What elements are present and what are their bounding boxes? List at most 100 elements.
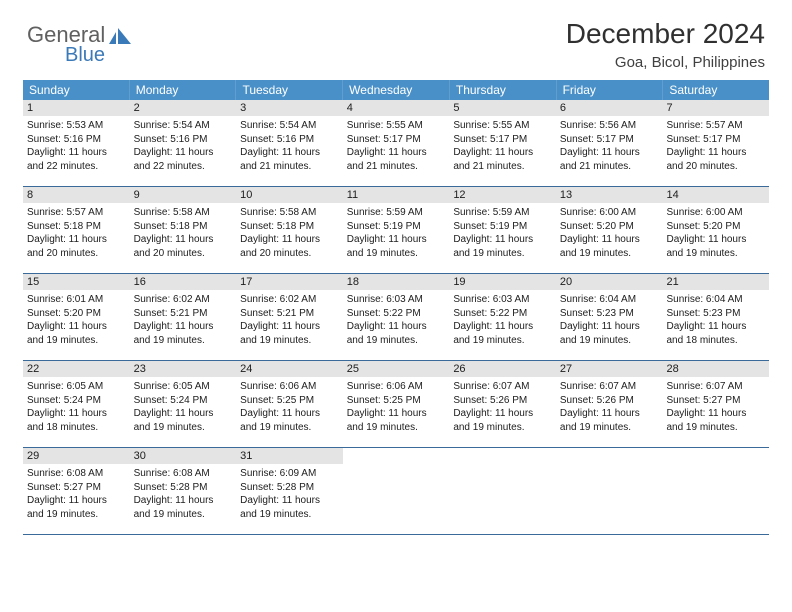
sunrise-line: Sunrise: 6:04 AM: [560, 293, 659, 307]
day-cell: 17Sunrise: 6:02 AMSunset: 5:21 PMDayligh…: [236, 274, 343, 360]
daylight-line: Daylight: 11 hours and 22 minutes.: [27, 146, 126, 173]
daylight-line: Daylight: 11 hours and 21 minutes.: [560, 146, 659, 173]
week-row: 29Sunrise: 6:08 AMSunset: 5:27 PMDayligh…: [23, 448, 769, 535]
sunset-line: Sunset: 5:26 PM: [560, 394, 659, 408]
day-number: 6: [556, 100, 663, 116]
daylight-line: Daylight: 11 hours and 19 minutes.: [240, 494, 339, 521]
logo-word2: Blue: [65, 44, 105, 66]
daylight-line: Daylight: 11 hours and 19 minutes.: [347, 320, 446, 347]
day-number: 25: [343, 361, 450, 377]
sunrise-line: Sunrise: 6:01 AM: [27, 293, 126, 307]
day-number: 11: [343, 187, 450, 203]
sunset-line: Sunset: 5:18 PM: [27, 220, 126, 234]
sunrise-line: Sunrise: 6:08 AM: [27, 467, 126, 481]
daylight-line: Daylight: 11 hours and 19 minutes.: [560, 407, 659, 434]
sunset-line: Sunset: 5:22 PM: [453, 307, 552, 321]
day-cell: [662, 448, 769, 534]
daylight-line: Daylight: 11 hours and 18 minutes.: [27, 407, 126, 434]
day-cell: 6Sunrise: 5:56 AMSunset: 5:17 PMDaylight…: [556, 100, 663, 186]
daylight-line: Daylight: 11 hours and 19 minutes.: [347, 233, 446, 260]
sunrise-line: Sunrise: 5:54 AM: [134, 119, 233, 133]
day-number: 8: [23, 187, 130, 203]
daylight-line: Daylight: 11 hours and 19 minutes.: [453, 320, 552, 347]
day-cell: 26Sunrise: 6:07 AMSunset: 5:26 PMDayligh…: [449, 361, 556, 447]
sunset-line: Sunset: 5:20 PM: [560, 220, 659, 234]
day-number: 23: [130, 361, 237, 377]
sunrise-line: Sunrise: 5:57 AM: [666, 119, 765, 133]
day-number: 5: [449, 100, 556, 116]
sunset-line: Sunset: 5:17 PM: [666, 133, 765, 147]
weekday-header: Monday: [130, 80, 237, 100]
day-number: 24: [236, 361, 343, 377]
logo: General Blue: [27, 22, 131, 48]
day-cell: 22Sunrise: 6:05 AMSunset: 5:24 PMDayligh…: [23, 361, 130, 447]
sunrise-line: Sunrise: 6:09 AM: [240, 467, 339, 481]
sunset-line: Sunset: 5:19 PM: [347, 220, 446, 234]
sunset-line: Sunset: 5:16 PM: [27, 133, 126, 147]
day-cell: 29Sunrise: 6:08 AMSunset: 5:27 PMDayligh…: [23, 448, 130, 534]
sunrise-line: Sunrise: 5:55 AM: [347, 119, 446, 133]
sunset-line: Sunset: 5:26 PM: [453, 394, 552, 408]
day-number: 18: [343, 274, 450, 290]
sunset-line: Sunset: 5:17 PM: [347, 133, 446, 147]
sunrise-line: Sunrise: 6:02 AM: [240, 293, 339, 307]
daylight-line: Daylight: 11 hours and 20 minutes.: [27, 233, 126, 260]
day-number: 13: [556, 187, 663, 203]
daylight-line: Daylight: 11 hours and 19 minutes.: [27, 320, 126, 347]
week-row: 8Sunrise: 5:57 AMSunset: 5:18 PMDaylight…: [23, 187, 769, 274]
sunrise-line: Sunrise: 6:06 AM: [347, 380, 446, 394]
day-cell: 5 Sunrise: 5:55 AMSunset: 5:17 PMDaylight…: [449, 100, 556, 186]
daylight-line: Daylight: 11 hours and 19 minutes.: [347, 407, 446, 434]
sunset-line: Sunset: 5:25 PM: [347, 394, 446, 408]
sunrise-line: Sunrise: 5:56 AM: [560, 119, 659, 133]
sunset-line: Sunset: 5:22 PM: [347, 307, 446, 321]
daylight-line: Daylight: 11 hours and 20 minutes.: [240, 233, 339, 260]
weekday-header: Friday: [557, 80, 664, 100]
sunset-line: Sunset: 5:17 PM: [453, 133, 552, 147]
sunset-line: Sunset: 5:28 PM: [134, 481, 233, 495]
daylight-line: Daylight: 11 hours and 21 minutes.: [453, 146, 552, 173]
sunset-line: Sunset: 5:21 PM: [134, 307, 233, 321]
sunset-line: Sunset: 5:27 PM: [27, 481, 126, 495]
sunset-line: Sunset: 5:27 PM: [666, 394, 765, 408]
daylight-line: Daylight: 11 hours and 20 minutes.: [666, 146, 765, 173]
day-cell: 4Sunrise: 5:55 AMSunset: 5:17 PMDaylight…: [343, 100, 450, 186]
daylight-line: Daylight: 11 hours and 19 minutes.: [453, 233, 552, 260]
sail-icon: [109, 28, 131, 44]
daylight-line: Daylight: 11 hours and 19 minutes.: [666, 233, 765, 260]
sunrise-line: Sunrise: 6:00 AM: [666, 206, 765, 220]
day-number: 9: [130, 187, 237, 203]
day-cell: 10Sunrise: 5:58 AMSunset: 5:18 PMDayligh…: [236, 187, 343, 273]
sunrise-line: Sunrise: 6:03 AM: [453, 293, 552, 307]
sunrise-line: Sunrise: 5:58 AM: [134, 206, 233, 220]
daylight-line: Daylight: 11 hours and 21 minutes.: [240, 146, 339, 173]
daylight-line: Daylight: 11 hours and 19 minutes.: [560, 320, 659, 347]
sunset-line: Sunset: 5:23 PM: [560, 307, 659, 321]
day-number: 4: [343, 100, 450, 116]
sunset-line: Sunset: 5:18 PM: [134, 220, 233, 234]
day-number: 30: [130, 448, 237, 464]
day-cell: 3Sunrise: 5:54 AMSunset: 5:16 PMDaylight…: [236, 100, 343, 186]
sunset-line: Sunset: 5:19 PM: [453, 220, 552, 234]
day-number: 21: [662, 274, 769, 290]
daylight-line: Daylight: 11 hours and 18 minutes.: [666, 320, 765, 347]
sunset-line: Sunset: 5:18 PM: [240, 220, 339, 234]
sunrise-line: Sunrise: 6:05 AM: [27, 380, 126, 394]
day-number: 17: [236, 274, 343, 290]
daylight-line: Daylight: 11 hours and 19 minutes.: [134, 320, 233, 347]
day-cell: 24Sunrise: 6:06 AMSunset: 5:25 PMDayligh…: [236, 361, 343, 447]
sunrise-line: Sunrise: 5:55 AM: [453, 119, 552, 133]
daylight-line: Daylight: 11 hours and 19 minutes.: [666, 407, 765, 434]
day-cell: 11Sunrise: 5:59 AMSunset: 5:19 PMDayligh…: [343, 187, 450, 273]
day-cell: [343, 448, 450, 534]
sunset-line: Sunset: 5:21 PM: [240, 307, 339, 321]
calendar-grid: SundayMondayTuesdayWednesdayThursdayFrid…: [23, 80, 769, 535]
month-title: December 2024: [566, 18, 765, 50]
sunrise-line: Sunrise: 6:05 AM: [134, 380, 233, 394]
day-cell: 1Sunrise: 5:53 AMSunset: 5:16 PMDaylight…: [23, 100, 130, 186]
day-cell: 23Sunrise: 6:05 AMSunset: 5:24 PMDayligh…: [130, 361, 237, 447]
sunset-line: Sunset: 5:24 PM: [27, 394, 126, 408]
sunrise-line: Sunrise: 5:58 AM: [240, 206, 339, 220]
daylight-line: Daylight: 11 hours and 19 minutes.: [134, 407, 233, 434]
week-row: 1Sunrise: 5:53 AMSunset: 5:16 PMDaylight…: [23, 100, 769, 187]
